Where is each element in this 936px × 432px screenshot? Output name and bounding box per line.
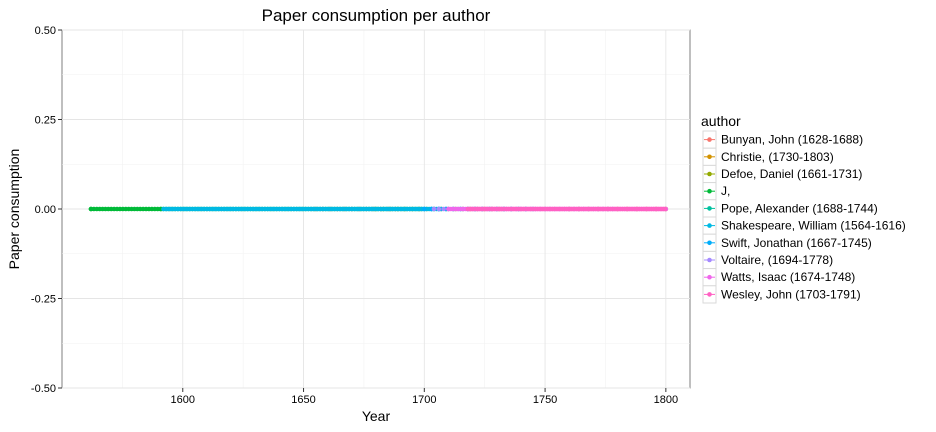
legend-item: J, — [702, 182, 730, 201]
x-tick-label: 1800 — [654, 394, 678, 406]
y-tick-label: 0.50 — [35, 25, 56, 37]
legend-title: author — [701, 113, 741, 129]
y-tick-label: 0.00 — [35, 204, 56, 216]
legend-item: Wesley, John (1703-1791) — [702, 285, 861, 304]
y-tick-label: 0.25 — [35, 115, 56, 127]
data-point — [436, 206, 442, 212]
legend-key-point — [707, 206, 712, 211]
x-tick-label: 1700 — [412, 394, 436, 406]
series-9 — [465, 206, 668, 212]
legend-key-point — [707, 240, 712, 246]
y-tick-label: -0.25 — [31, 294, 56, 306]
legend-label: Wesley, John (1703-1791) — [721, 287, 861, 301]
legend-label: Swift, Jonathan (1667-1745) — [721, 236, 872, 250]
legend-label: J, — [721, 184, 730, 198]
legend-label: Watts, Isaac (1674-1748) — [721, 270, 855, 284]
legend-key-point — [707, 137, 712, 142]
x-tick-label: 1650 — [291, 394, 315, 406]
data-points — [88, 206, 669, 212]
legend-item: Defoe, Daniel (1661-1731) — [702, 164, 862, 184]
x-tick-label: 1600 — [171, 394, 195, 406]
legend-item: Swift, Jonathan (1667-1745) — [702, 233, 872, 252]
legend-item: Watts, Isaac (1674-1748) — [702, 268, 855, 287]
legend-label: Bunyan, John (1628-1688) — [721, 133, 863, 147]
data-point — [441, 206, 446, 212]
y-tick-label: -0.50 — [31, 383, 56, 395]
legend-item: Bunyan, John (1628-1688) — [702, 130, 863, 149]
legend-key-point — [707, 292, 712, 297]
axes: 1600 1650 1700 1750 1800 0.50 0.25 0.00 -0.25 -0.… — [31, 25, 678, 406]
legend-label: Christie, (1730-1803) — [721, 150, 834, 164]
legend-key-point — [707, 223, 712, 228]
legend-key-point — [707, 154, 712, 160]
data-point — [662, 206, 668, 212]
legend-item: Pope, Alexander (1688-1744) — [702, 199, 878, 218]
legend-item: Christie, (1730-1803) — [702, 147, 834, 166]
chart-title: Paper consumption per author — [262, 6, 491, 25]
data-point — [422, 206, 427, 212]
x-axis-title: Year — [362, 408, 391, 424]
legend-label: Voltaire, (1694-1778) — [721, 253, 833, 267]
x-tick-label: 1750 — [533, 394, 557, 406]
legend-item: Voltaire, (1694-1778) — [702, 250, 833, 270]
legend: Bunyan, John (1628-1688) Christie, (1730-… — [702, 130, 906, 304]
series-5 — [161, 206, 444, 212]
legend-key-point — [707, 274, 712, 280]
legend-key-point — [707, 171, 712, 177]
y-axis-title: Paper consumption — [6, 149, 22, 270]
legend-label: Defoe, Daniel (1661-1731) — [721, 167, 862, 181]
legend-item: Shakespeare, William (1564-1616) — [702, 216, 906, 235]
legend-label: Pope, Alexander (1688-1744) — [721, 201, 878, 215]
legend-key-point — [707, 188, 712, 194]
data-point — [431, 206, 437, 212]
legend-label: Shakespeare, William (1564-1616) — [721, 219, 906, 233]
legend-key-point — [707, 257, 712, 263]
